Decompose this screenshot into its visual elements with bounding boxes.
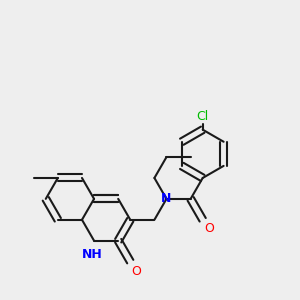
Text: O: O — [204, 222, 214, 235]
Text: NH: NH — [82, 248, 103, 261]
Text: N: N — [161, 192, 172, 206]
Text: Cl: Cl — [196, 110, 209, 123]
Text: O: O — [132, 265, 142, 278]
